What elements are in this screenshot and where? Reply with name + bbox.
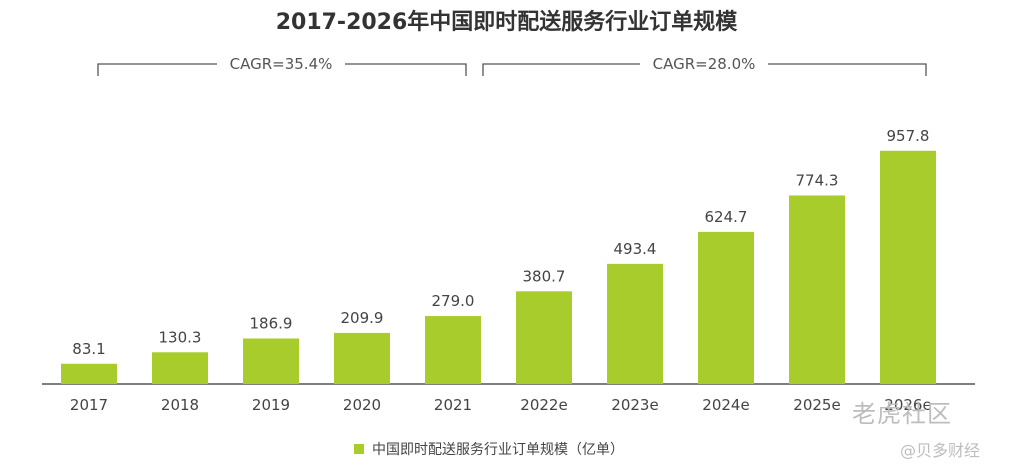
chart-title: 2017-2026年中国即时配送服务行业订单规模 [275,10,738,35]
bar-2018 [152,352,208,384]
legend-label: 中国即时配送服务行业订单规模（亿单） [372,442,624,458]
x-tick-label-2024e: 2024e [702,396,749,414]
data-label-2022e: 380.7 [523,267,566,285]
x-tick-label-2020: 2020 [343,396,381,414]
watermark-tiger-community: 老虎社区 [852,400,952,428]
bar-2023e [607,263,663,384]
data-label-2017: 83.1 [72,340,105,358]
cagr-label-2: CAGR=28.0% [653,55,756,73]
data-label-2024e: 624.7 [705,208,748,226]
cagr-bracket-left-1 [97,63,217,76]
cagr-bracket-left-2 [482,63,640,76]
x-tick-label-2026e: 2026e [884,396,931,414]
x-tick-label-2025e: 2025e [793,396,840,414]
bar-2025e [789,195,845,384]
x-tick-label-2018: 2018 [161,396,199,414]
watermark-beiduo-finance: @贝多财经 [900,441,981,460]
cagr-bracket-right-2 [768,63,927,76]
x-tick-label-2023e: 2023e [611,396,658,414]
data-label-2021: 279.0 [432,292,475,310]
bar-2022e [516,291,572,384]
data-label-2026e: 957.8 [887,127,930,145]
x-tick-label-2017: 2017 [70,396,108,414]
x-tick-label-2022e: 2022e [520,396,567,414]
legend: 中国即时配送服务行业订单规模（亿单） [354,439,624,459]
x-tick-label-2021: 2021 [434,396,472,414]
bar-2024e [698,231,754,384]
x-tick-label-2019: 2019 [252,396,290,414]
bar-2019 [243,338,299,384]
data-label-2018: 130.3 [159,328,202,346]
data-label-2023e: 493.4 [614,240,657,258]
cagr-label-1: CAGR=35.4% [230,55,333,73]
bar-2026e [880,150,936,384]
legend-swatch [354,444,364,454]
data-label-2019: 186.9 [250,314,293,332]
cagr-bracket-right-1 [345,63,467,76]
bar-2017 [61,363,117,384]
data-label-2020: 209.9 [341,309,384,327]
bar-2021 [425,316,481,384]
data-label-2025e: 774.3 [796,171,839,189]
bar-2020 [334,332,390,384]
